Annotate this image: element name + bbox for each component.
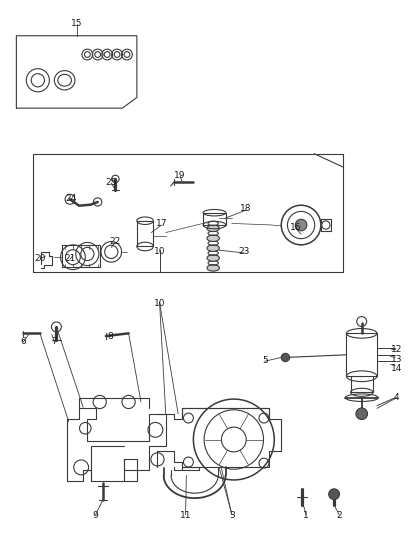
Text: 21: 21 <box>64 254 76 263</box>
Circle shape <box>355 408 367 420</box>
Text: 13: 13 <box>390 355 401 364</box>
Text: 4: 4 <box>393 393 399 402</box>
Text: 8: 8 <box>107 331 113 341</box>
Ellipse shape <box>206 225 219 231</box>
Text: 16: 16 <box>289 223 301 232</box>
Text: 6: 6 <box>21 337 26 346</box>
Text: 10: 10 <box>153 247 165 256</box>
Text: 18: 18 <box>240 204 252 214</box>
Circle shape <box>328 489 339 500</box>
Text: 22: 22 <box>109 237 121 246</box>
Text: 15: 15 <box>71 19 83 28</box>
Text: 19: 19 <box>174 171 185 180</box>
Ellipse shape <box>206 245 219 251</box>
Text: 9: 9 <box>93 511 98 520</box>
Text: 3: 3 <box>228 511 234 520</box>
Text: 12: 12 <box>390 345 401 354</box>
Text: 23: 23 <box>238 247 249 256</box>
Text: 7: 7 <box>51 337 57 346</box>
Text: 10: 10 <box>153 299 165 308</box>
Text: 2: 2 <box>335 511 341 520</box>
Ellipse shape <box>206 235 219 242</box>
Circle shape <box>294 220 306 231</box>
Text: 25: 25 <box>105 178 117 187</box>
Text: 1: 1 <box>302 511 308 520</box>
Ellipse shape <box>206 265 219 271</box>
Text: 17: 17 <box>155 220 167 229</box>
Text: 14: 14 <box>390 364 401 373</box>
Ellipse shape <box>206 255 219 261</box>
Text: 20: 20 <box>34 254 45 263</box>
Text: 5: 5 <box>261 356 267 365</box>
Text: 24: 24 <box>65 194 76 203</box>
Circle shape <box>280 353 289 362</box>
Text: 11: 11 <box>179 511 191 520</box>
